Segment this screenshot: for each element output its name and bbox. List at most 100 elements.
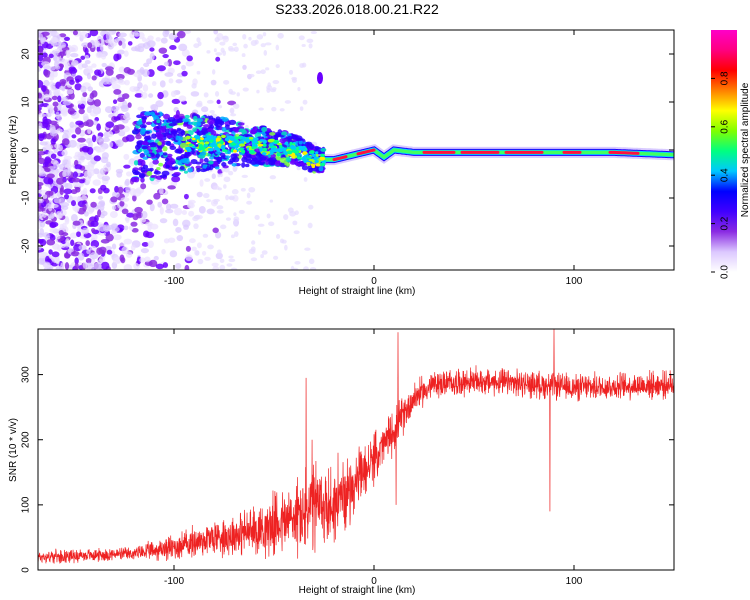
- spectral-blob: [301, 165, 309, 171]
- spectral-blob: [140, 217, 147, 223]
- spectral-blob: [96, 123, 101, 131]
- spectral-blob: [259, 147, 264, 152]
- spectral-blob: [139, 129, 146, 135]
- spectral-blob: [123, 225, 129, 231]
- spectral-blob: [38, 54, 44, 62]
- spectral-blob: [93, 155, 101, 162]
- spectral-blob: [207, 118, 215, 125]
- spectral-blob: [230, 113, 237, 117]
- spectral-blob: [199, 168, 208, 173]
- spectral-blob: [214, 166, 220, 170]
- snr-series-line: [38, 329, 674, 564]
- spectral-blob: [260, 69, 266, 75]
- spectral-blob: [306, 155, 312, 159]
- ridge-core: [608, 150, 640, 155]
- spectral-blob: [171, 166, 179, 170]
- spectral-blob: [234, 144, 238, 149]
- spectral-blob: [61, 205, 69, 211]
- spectral-blob: [65, 238, 70, 245]
- spectral-blob: [75, 120, 84, 126]
- spectral-blob: [214, 122, 223, 128]
- spectral-blob: [101, 175, 111, 182]
- spectral-blob: [206, 199, 212, 203]
- spectral-blob: [158, 47, 168, 54]
- spectral-blob: [80, 85, 87, 93]
- spectral-blob: [121, 246, 129, 255]
- spectral-blob: [193, 215, 201, 220]
- spectral-blob: [52, 243, 60, 250]
- spectral-blob: [233, 212, 237, 217]
- spectral-blob: [319, 156, 326, 161]
- colorbar-scale: [711, 30, 737, 272]
- spectral-blob: [231, 189, 239, 195]
- spectral-blob: [74, 164, 83, 170]
- spectral-blob: [118, 40, 123, 46]
- spectral-blob: [232, 165, 238, 172]
- spectral-blob: [92, 179, 101, 186]
- spectral-blob: [145, 121, 153, 126]
- y-tick-label: 0: [21, 147, 32, 153]
- spectral-blob: [48, 191, 54, 196]
- spectral-blob: [215, 52, 223, 56]
- spectral-blob: [66, 89, 74, 95]
- spectral-blob: [309, 267, 317, 270]
- spectral-blob: [146, 58, 152, 65]
- spectral-blob: [87, 86, 93, 92]
- spectral-blob: [48, 204, 53, 212]
- spectral-blob: [118, 242, 126, 247]
- spectral-blob: [273, 255, 279, 260]
- spectral-blob: [254, 160, 262, 165]
- spectral-blob: [215, 56, 221, 62]
- spectral-blob: [82, 113, 89, 121]
- spectral-blob: [220, 134, 226, 139]
- spectral-blob: [122, 93, 130, 100]
- spectral-blob: [38, 181, 44, 187]
- spectral-blob: [229, 158, 236, 163]
- spectral-blob: [263, 50, 268, 56]
- spectral-blob: [54, 60, 60, 69]
- spectral-blob: [76, 142, 81, 149]
- spectral-blob: [117, 97, 125, 103]
- spectral-blob: [161, 248, 166, 255]
- spectral-blob: [304, 141, 313, 147]
- x-tick-label: -100: [164, 276, 184, 287]
- spectral-blob: [242, 33, 247, 40]
- spectral-blob: [183, 123, 188, 127]
- spectral-blob: [209, 109, 215, 114]
- spectral-blob: [50, 138, 56, 145]
- spectral-blob: [195, 250, 200, 256]
- spectral-blob: [206, 99, 214, 104]
- spectral-blob: [142, 42, 151, 49]
- spectral-blob: [77, 252, 85, 261]
- spectral-blob: [314, 151, 319, 155]
- spectral-blob: [261, 126, 268, 133]
- spectral-blob: [260, 43, 266, 48]
- spectral-blob: [232, 220, 238, 226]
- spectral-blob: [301, 44, 306, 48]
- spectral-blob: [211, 173, 216, 180]
- spectral-blob: [273, 139, 280, 144]
- spectral-blob: [141, 145, 148, 150]
- spectral-blob: [223, 79, 230, 85]
- spectral-blob: [56, 177, 65, 185]
- spectral-blob: [185, 245, 191, 252]
- spectral-blob: [185, 60, 194, 67]
- spectral-blob: [159, 80, 166, 88]
- spectral-blob: [199, 157, 204, 164]
- spectral-blob: [130, 46, 138, 52]
- spectral-blob: [139, 173, 145, 179]
- spectral-blob: [242, 87, 249, 92]
- spectral-blob: [74, 257, 79, 265]
- spectral-blob: [221, 126, 227, 132]
- spectral-blob: [137, 46, 145, 53]
- spectral-blob: [183, 170, 189, 174]
- spectral-blob: [69, 121, 75, 128]
- spectral-blob: [44, 70, 51, 78]
- y-tick-label: 10: [21, 96, 32, 108]
- spectral-blob: [39, 219, 46, 228]
- spectral-blob: [149, 47, 155, 52]
- spectral-blob: [129, 86, 138, 93]
- spectral-blob: [38, 154, 42, 160]
- spectral-blob: [170, 130, 178, 135]
- spectral-blob: [125, 171, 133, 177]
